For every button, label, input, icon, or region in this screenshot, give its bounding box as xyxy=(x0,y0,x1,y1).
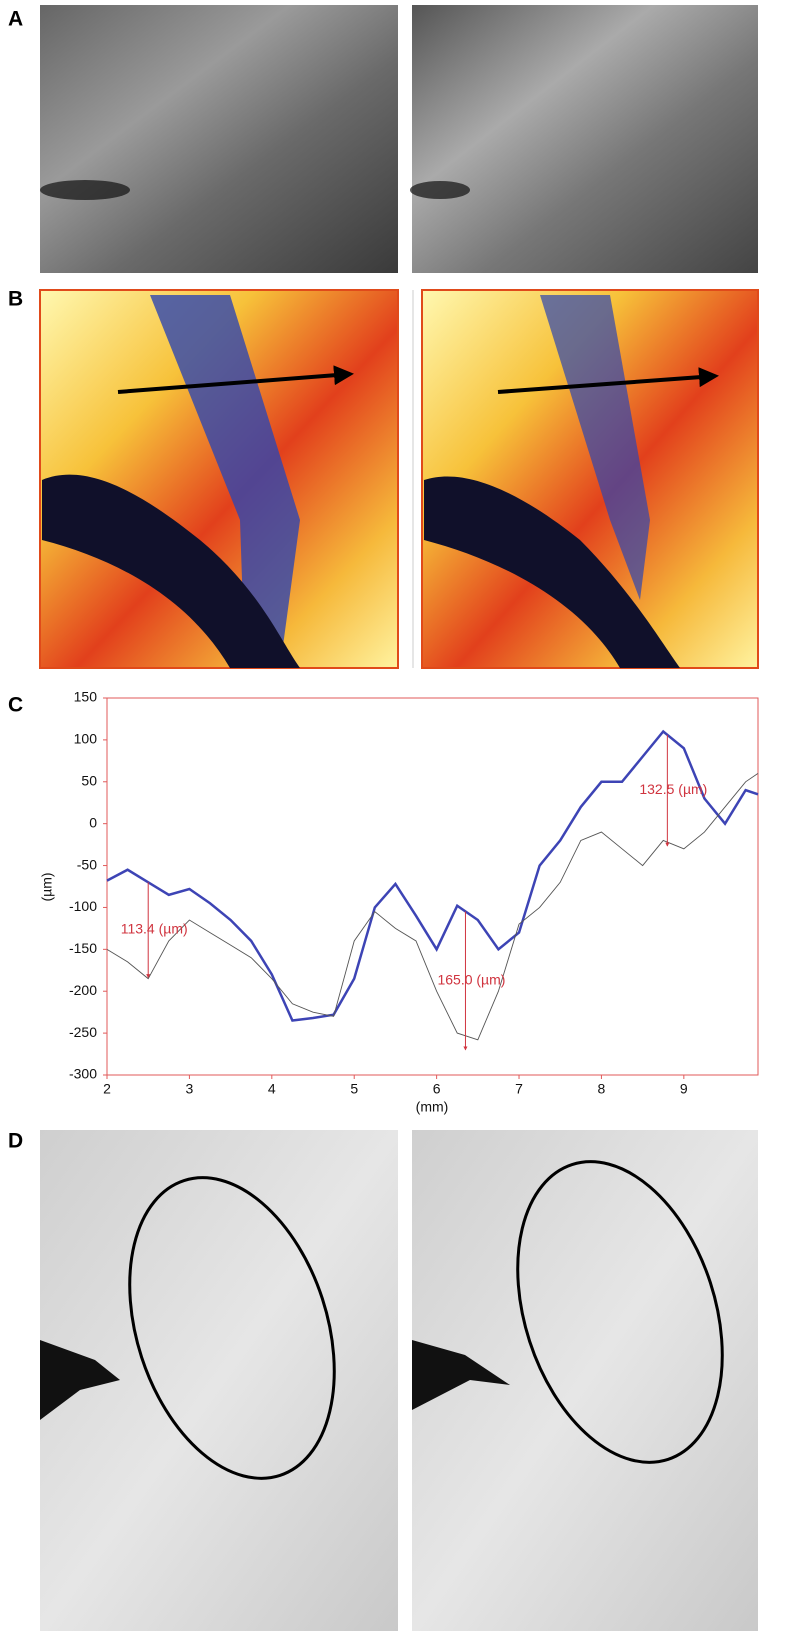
annotation: 132.5 (µm) xyxy=(639,781,707,797)
arrow xyxy=(117,365,354,394)
x-tick-label: 5 xyxy=(350,1081,358,1097)
y-tick-label: -100 xyxy=(69,898,97,914)
ellipse-marker xyxy=(516,1160,724,1464)
x-tick-label: 6 xyxy=(433,1081,441,1097)
y-tick-label: 100 xyxy=(74,731,98,747)
x-tick-label: 2 xyxy=(103,1081,111,1097)
y-tick-label: -250 xyxy=(69,1024,97,1040)
line-series xyxy=(106,773,759,1041)
panel-label: A xyxy=(8,8,23,31)
photo xyxy=(412,5,758,273)
line-chart: (µm) (mm) -300 -250 -200 -150 -100 -50 0 50 100 1… xyxy=(39,689,759,1115)
plot-frame xyxy=(106,697,759,1076)
panel-label: B xyxy=(8,288,23,311)
y-tick-label: 150 xyxy=(74,689,98,705)
x-axis-label: (mm) xyxy=(416,1099,449,1115)
x-tick-label: 7 xyxy=(515,1081,523,1097)
photo xyxy=(412,1130,758,1631)
heatmap-band xyxy=(540,295,650,600)
panel-label: D xyxy=(8,1130,23,1153)
x-tick-label: 9 xyxy=(680,1081,688,1097)
line-series xyxy=(106,729,759,1022)
y-tick-label: -300 xyxy=(69,1066,97,1082)
eye-corner xyxy=(410,181,470,199)
heatmap-band xyxy=(42,474,300,668)
y-tick-label: -200 xyxy=(69,982,97,998)
eye-corner xyxy=(412,1340,510,1410)
heatmap-band xyxy=(424,476,680,668)
annotation: 113.4 (µm) xyxy=(121,921,188,937)
annotation: 165.0 (µm) xyxy=(437,971,505,987)
y-tick-label: 50 xyxy=(81,772,97,788)
eye-corner xyxy=(40,1340,120,1420)
y-axis-label: (µm) xyxy=(39,872,55,901)
eye-corner xyxy=(40,180,130,200)
x-tick-label: 4 xyxy=(268,1081,276,1097)
x-tick-label: 3 xyxy=(186,1081,194,1097)
y-tick-label: -50 xyxy=(77,856,97,872)
arrow xyxy=(497,367,719,394)
y-tick-label: -150 xyxy=(69,940,97,956)
ellipse-marker xyxy=(128,1176,336,1480)
x-tick-label: 8 xyxy=(598,1081,606,1097)
y-tick-label: 0 xyxy=(89,814,97,830)
photo xyxy=(40,5,398,273)
panel-label: C xyxy=(8,694,23,717)
